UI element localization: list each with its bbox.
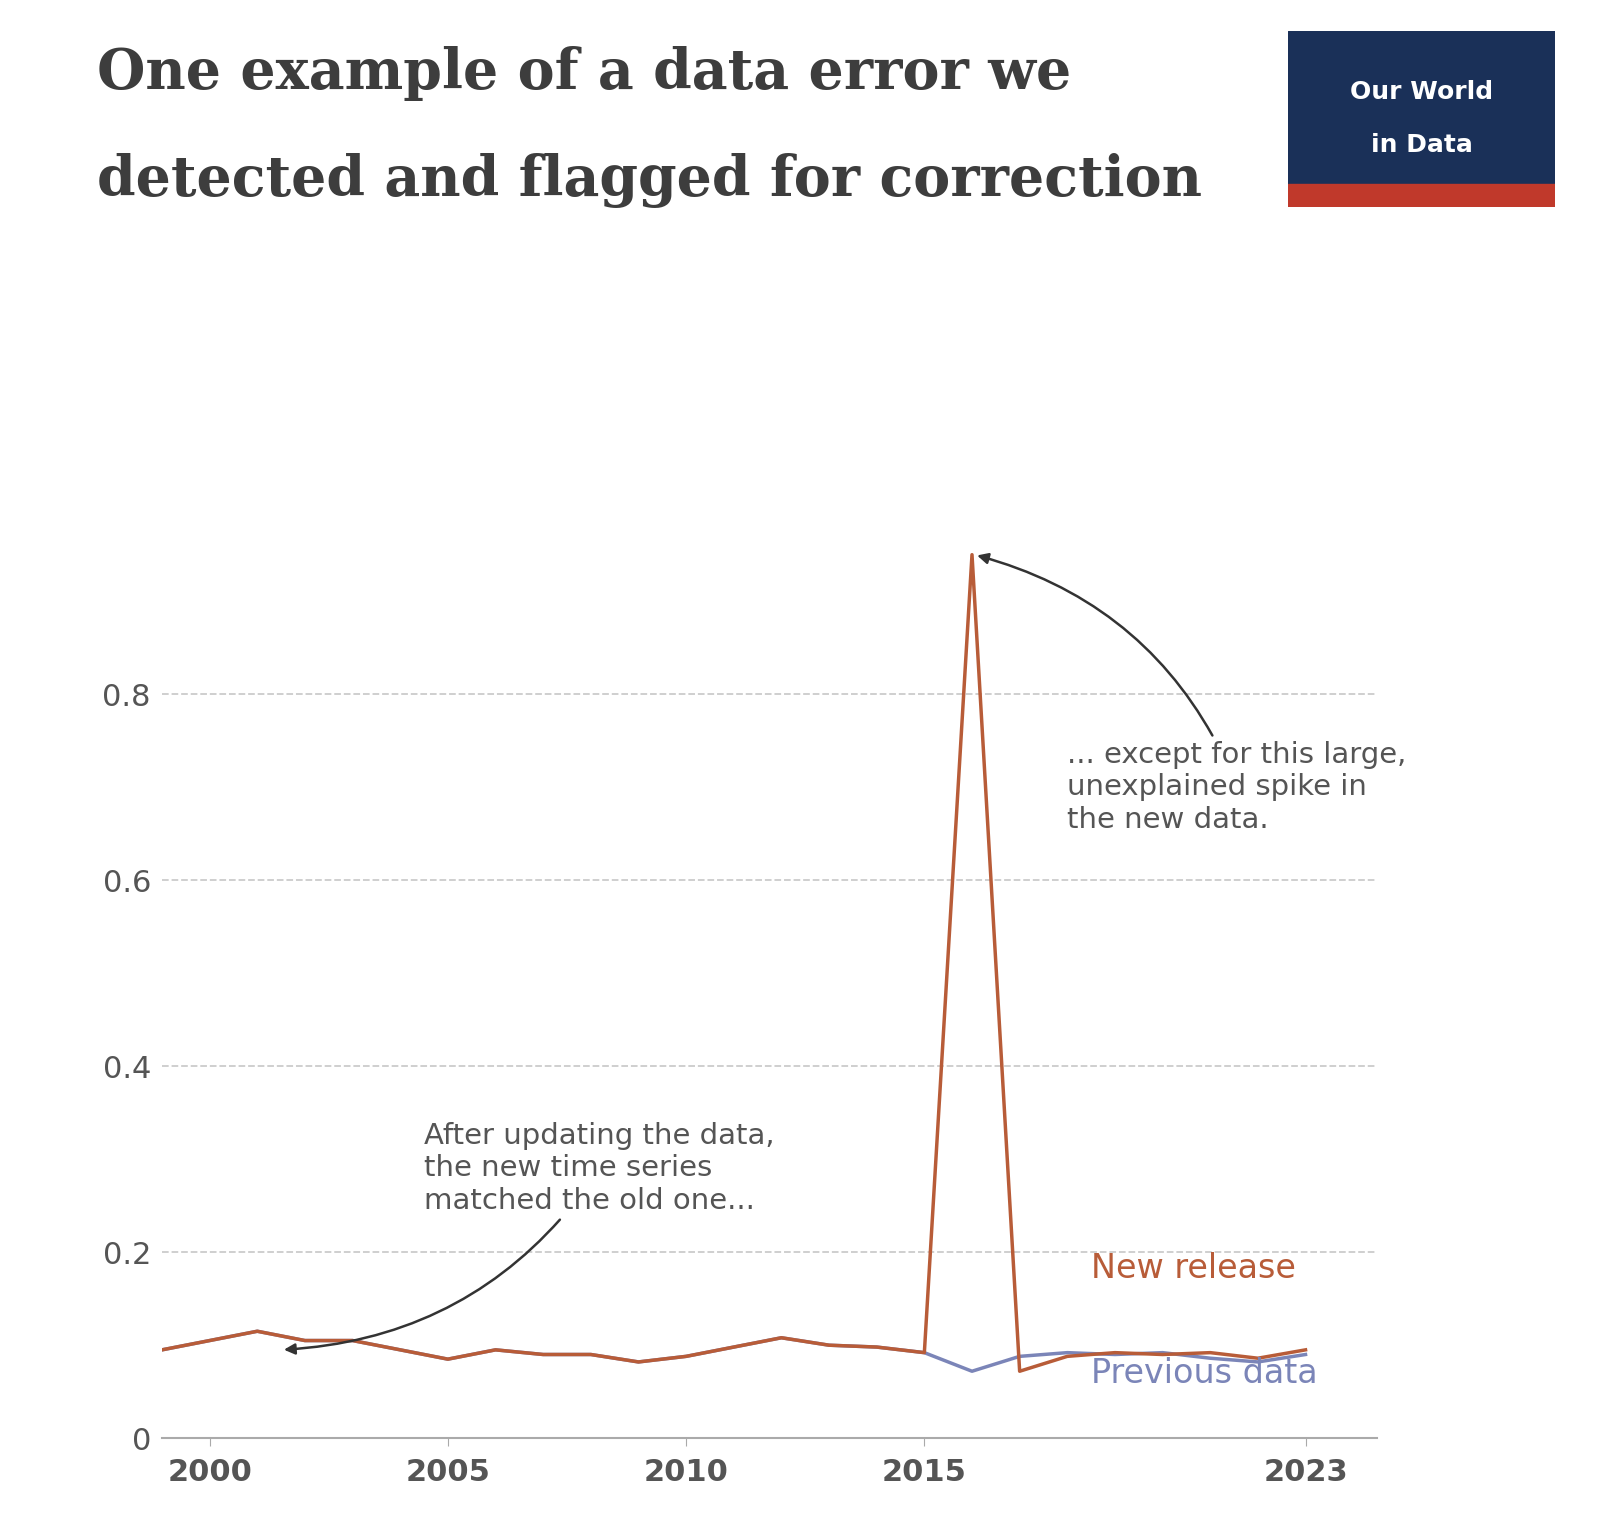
Text: detected and flagged for correction: detected and flagged for correction (97, 153, 1202, 208)
Text: One example of a data error we: One example of a data error we (97, 46, 1071, 101)
Text: Previous data: Previous data (1092, 1357, 1317, 1389)
Text: After updating the data,
the new time series
matched the old one...: After updating the data, the new time se… (287, 1121, 774, 1354)
Text: in Data: in Data (1371, 133, 1473, 158)
Text: ... except for this large,
unexplained spike in
the new data.: ... except for this large, unexplained s… (980, 554, 1406, 834)
Text: Our World: Our World (1349, 80, 1494, 104)
Bar (1288, 184, 1555, 207)
Text: New release: New release (1092, 1252, 1296, 1285)
